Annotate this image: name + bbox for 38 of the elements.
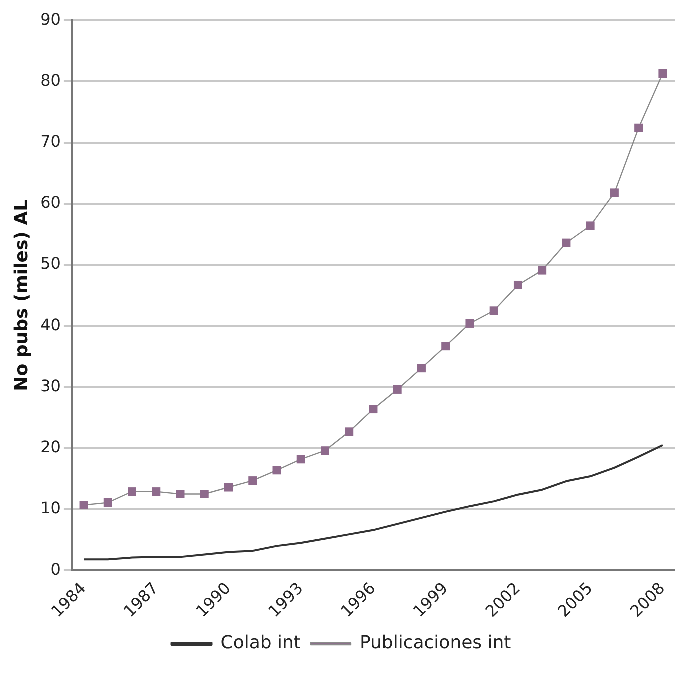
point [562, 238, 571, 248]
point [224, 483, 233, 492]
point [128, 488, 137, 496]
point [417, 364, 426, 373]
legend-label: Publicaciones int [360, 632, 512, 654]
point [152, 488, 161, 496]
y-tick-label: 40 [40, 315, 61, 334]
point [248, 476, 258, 486]
point [586, 222, 595, 230]
legend-label: Colab int [220, 632, 301, 654]
y-tick-label: 20 [40, 438, 61, 457]
point [104, 498, 112, 508]
point [466, 319, 474, 328]
y-axis-title: No pubs (miles) AL [11, 200, 32, 392]
y-tick-label: 80 [40, 70, 61, 90]
y-tick-label: 10 [40, 498, 61, 518]
y-tick-label: 0 [50, 560, 61, 579]
point [442, 342, 450, 351]
y-tick-label: 30 [40, 376, 61, 396]
point [369, 405, 378, 414]
point [658, 70, 668, 78]
point [80, 500, 88, 510]
point [490, 306, 498, 316]
point [634, 124, 644, 132]
point [345, 428, 354, 436]
point [320, 446, 330, 456]
y-tick-label: 70 [40, 132, 61, 151]
point [176, 490, 185, 498]
point [200, 490, 209, 498]
y-tick-label: 50 [40, 254, 61, 274]
point [538, 266, 547, 275]
y-tick-label: 90 [40, 10, 61, 29]
point [272, 466, 282, 475]
y-tick-label: 60 [40, 193, 61, 212]
point [296, 455, 306, 464]
point [610, 188, 619, 198]
point [514, 280, 522, 290]
point [393, 385, 402, 394]
